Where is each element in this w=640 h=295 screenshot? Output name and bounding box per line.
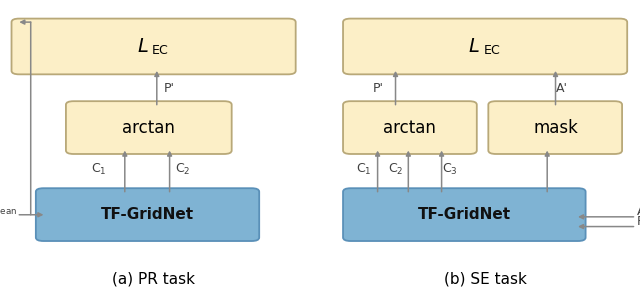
FancyBboxPatch shape (36, 188, 259, 241)
Text: C$_1$: C$_1$ (356, 162, 371, 177)
Text: A$_{\mathrm{noisy}}$: A$_{\mathrm{noisy}}$ (636, 204, 640, 222)
Text: $\mathrm{EC}$: $\mathrm{EC}$ (151, 44, 169, 57)
Text: $\mathit{L}$: $\mathit{L}$ (137, 37, 148, 56)
FancyBboxPatch shape (343, 19, 627, 74)
Text: arctan: arctan (383, 119, 436, 137)
FancyBboxPatch shape (343, 101, 477, 154)
Text: mask: mask (533, 119, 578, 137)
Text: P': P' (373, 82, 384, 95)
Text: P': P' (164, 82, 175, 95)
Text: $\mathit{L}$: $\mathit{L}$ (468, 37, 480, 56)
Text: C$_2$: C$_2$ (175, 162, 190, 177)
Text: arctan: arctan (122, 119, 175, 137)
FancyBboxPatch shape (488, 101, 622, 154)
Text: C$_2$: C$_2$ (388, 162, 403, 177)
FancyBboxPatch shape (66, 101, 232, 154)
Text: P$_{\mathrm{noisy}}$: P$_{\mathrm{noisy}}$ (636, 214, 640, 231)
Text: TF-GridNet: TF-GridNet (100, 207, 194, 222)
FancyBboxPatch shape (343, 188, 586, 241)
Text: (a) PR task: (a) PR task (112, 271, 195, 286)
Text: C$_1$: C$_1$ (92, 162, 107, 177)
Text: TF-GridNet: TF-GridNet (417, 207, 511, 222)
Text: (b) SE task: (b) SE task (444, 271, 527, 286)
FancyBboxPatch shape (12, 19, 296, 74)
Text: A': A' (556, 82, 568, 95)
Text: $\mathrm{EC}$: $\mathrm{EC}$ (483, 44, 500, 57)
Text: C$_3$: C$_3$ (442, 162, 458, 177)
Text: A$_{\mathrm{clean}}$: A$_{\mathrm{clean}}$ (0, 202, 17, 217)
